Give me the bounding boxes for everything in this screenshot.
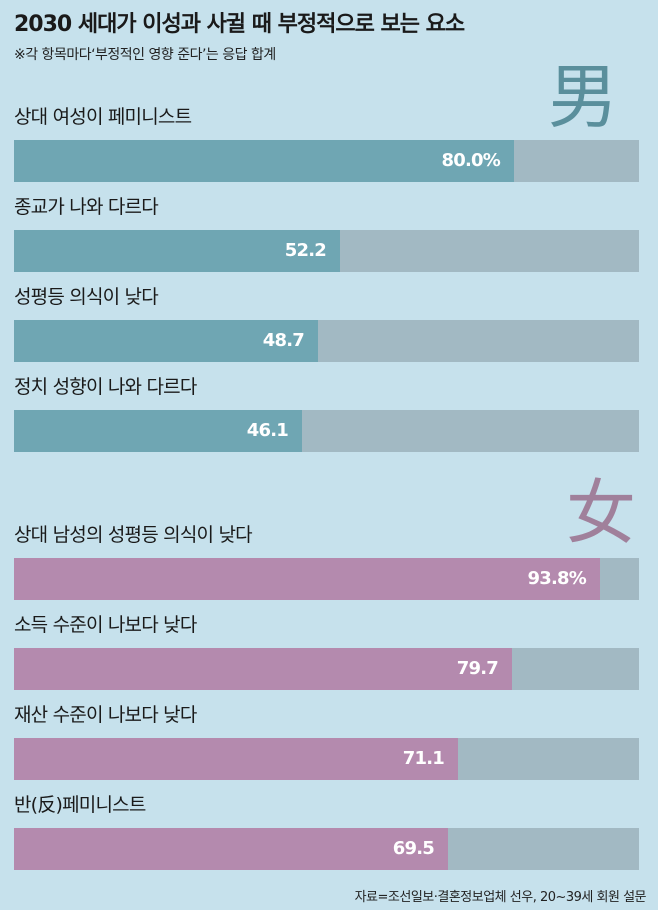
women-category-label-2: 소득 수준이 나보다 낮다: [14, 614, 197, 636]
men-bar-2: [14, 230, 340, 272]
women-category-label-3: 재산 수준이 나보다 낮다: [14, 704, 197, 726]
women-bar-track-1: 93.8%: [14, 558, 639, 600]
men-bar-1: [14, 140, 514, 182]
men-category-label-3: 성평등 의식이 낮다: [14, 286, 159, 308]
women-section-label: 女: [566, 472, 636, 554]
women-category-label-1: 상대 남성의 성평등 의식이 낮다: [14, 524, 253, 546]
men-bar-value-3: 48.7: [262, 330, 305, 351]
women-bar-value-4: 69.5: [392, 838, 435, 859]
men-bar-track-2: 52.2: [14, 230, 639, 272]
chart-title: 2030 세대가 이성과 사귈 때 부정적으로 보는 요소: [14, 12, 465, 37]
women-bar-4: [14, 828, 448, 870]
women-category-label-4: 반(反)페미니스트: [14, 794, 146, 816]
men-category-label-4: 정치 성향이 나와 다르다: [14, 376, 197, 398]
women-bar-1: [14, 558, 600, 600]
men-bar-value-1: 80.0%: [441, 150, 501, 171]
women-bar-track-3: 71.1: [14, 738, 639, 780]
chart-subtitle: ※각 항목마다‘부정적인 영향 준다’는 응답 합계: [14, 47, 276, 63]
men-bar-track-3: 48.7: [14, 320, 639, 362]
men-bar-4: [14, 410, 302, 452]
men-bar-track-1: 80.0%: [14, 140, 639, 182]
men-category-label-1: 상대 여성이 페미니스트: [14, 106, 192, 128]
men-bar-value-2: 52.2: [284, 240, 327, 261]
men-category-label-2: 종교가 나와 다르다: [14, 196, 159, 218]
women-bar-value-1: 93.8%: [527, 568, 587, 589]
women-bar-track-2: 79.7: [14, 648, 639, 690]
men-bar-3: [14, 320, 318, 362]
men-bar-value-4: 46.1: [246, 420, 289, 441]
women-bar-2: [14, 648, 512, 690]
women-bar-value-3: 71.1: [402, 748, 445, 769]
women-bar-3: [14, 738, 458, 780]
men-bar-track-4: 46.1: [14, 410, 639, 452]
source-note: 자료=조선일보·결혼정보업체 선우, 20~39세 회원 설문: [354, 890, 647, 905]
women-bar-value-2: 79.7: [456, 658, 499, 679]
men-section-label: 男: [548, 56, 618, 138]
women-bar-track-4: 69.5: [14, 828, 639, 870]
